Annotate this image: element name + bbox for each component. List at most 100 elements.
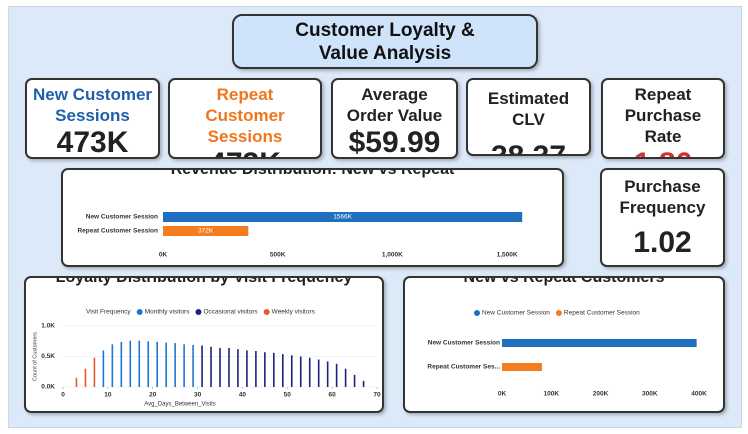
x-tick-label: 60 bbox=[329, 392, 337, 399]
x-tick-label: 50 bbox=[284, 392, 292, 399]
bar bbox=[192, 344, 194, 387]
bar bbox=[246, 350, 248, 387]
kpi-card: Repeat Customer Sessions 473K bbox=[168, 78, 322, 159]
bar bbox=[237, 349, 239, 387]
category-label: New Customer Session bbox=[428, 340, 500, 347]
chart-title: New vs Repeat Customers bbox=[464, 278, 665, 286]
category-label: Repeat Customer Session bbox=[77, 228, 158, 235]
kpi-label: Estimated CLV bbox=[487, 89, 570, 129]
chart-title: Loyalty Distribution by Visit Frequency bbox=[56, 278, 353, 286]
y-axis-label: Count of Customers bbox=[32, 332, 38, 381]
data-label: 372K bbox=[198, 228, 214, 235]
title-card: Customer Loyalty & Value Analysis bbox=[232, 14, 538, 69]
kpi-card: Purchase Frequency 1.02 bbox=[600, 168, 725, 267]
legend-marker bbox=[555, 310, 562, 316]
x-tick-label: 0 bbox=[61, 392, 65, 399]
x-tick-label: 10 bbox=[104, 392, 112, 399]
x-tick-label: 30 bbox=[194, 392, 202, 399]
bar bbox=[344, 368, 347, 387]
bar bbox=[84, 368, 87, 387]
bar bbox=[129, 340, 132, 387]
kpi-label: Average Order Value bbox=[346, 85, 443, 125]
bar bbox=[299, 356, 302, 387]
bar bbox=[210, 346, 212, 387]
bar bbox=[326, 361, 329, 387]
bar bbox=[102, 350, 105, 387]
dashboard-title: Customer Loyalty & Value Analysis bbox=[295, 20, 475, 64]
bar bbox=[120, 341, 123, 387]
y-tick-label: 0.5K bbox=[41, 353, 55, 360]
kpi-value: 473K bbox=[170, 147, 320, 157]
bar bbox=[317, 359, 320, 387]
legend-label: New Customer Session bbox=[482, 310, 550, 317]
bar bbox=[165, 342, 167, 387]
kpi-label: New Customer Sessions bbox=[32, 85, 153, 125]
bar bbox=[502, 339, 697, 347]
bar bbox=[201, 345, 203, 387]
bar bbox=[290, 355, 293, 387]
bar bbox=[502, 363, 542, 371]
bar bbox=[138, 340, 141, 387]
legend-marker bbox=[195, 309, 202, 315]
x-tick-label: 20 bbox=[149, 392, 157, 399]
bar bbox=[255, 351, 257, 387]
category-label: Repeat Customer Ses... bbox=[427, 364, 500, 371]
chart-card: New vs Repeat Customers New Customer Sess… bbox=[403, 276, 725, 413]
legend-label: Weekly visitors bbox=[272, 309, 316, 316]
bar bbox=[308, 357, 311, 387]
bar bbox=[174, 343, 176, 387]
chart-card: Loyalty Distribution by Visit Frequency V… bbox=[24, 276, 384, 413]
kpi-label: Repeat Customer Sessions bbox=[205, 85, 285, 146]
y-tick-label: 1.0K bbox=[41, 323, 55, 330]
legend-label: Monthly visitors bbox=[145, 309, 191, 316]
chart-card: Revenue Distribution: New vs Repeat 0K 500… bbox=[61, 168, 564, 267]
category-label: New Customer Session bbox=[86, 214, 158, 221]
bar bbox=[264, 352, 266, 387]
legend-title: Visit Frequency bbox=[86, 309, 131, 316]
legend-marker bbox=[263, 309, 270, 315]
bar bbox=[156, 341, 158, 387]
legend-marker bbox=[474, 310, 480, 316]
bar bbox=[228, 347, 230, 387]
bar bbox=[93, 357, 96, 387]
bar bbox=[362, 380, 365, 387]
kpi-value: 1.02 bbox=[633, 226, 692, 259]
x-tick-label: 400K bbox=[691, 391, 707, 398]
chart: Loyalty Distribution by Visit Frequency V… bbox=[32, 278, 381, 408]
kpi-card: New Customer Sessions 473K bbox=[25, 78, 160, 159]
bar bbox=[219, 347, 221, 387]
kpi-label: Repeat Purchase Rate bbox=[624, 85, 702, 146]
kpi-card: Average Order Value $59.99 bbox=[331, 78, 458, 159]
x-tick-label: 40 bbox=[239, 392, 247, 399]
chart-title: Revenue Distribution: New vs Repeat bbox=[171, 170, 455, 178]
data-label: 1566K bbox=[333, 214, 352, 221]
bar bbox=[147, 341, 150, 387]
kpi-card: Repeat Purchase Rate 1.86 bbox=[601, 78, 725, 159]
bar bbox=[282, 354, 284, 387]
x-tick-label: 1,000K bbox=[382, 252, 403, 259]
x-tick-label: 100K bbox=[543, 391, 559, 398]
bar bbox=[183, 344, 185, 387]
bar bbox=[335, 363, 338, 387]
kpi-card: Estimated CLV 38.37 bbox=[466, 78, 591, 156]
x-tick-label: 1,500K bbox=[497, 252, 518, 259]
x-tick-label: 0K bbox=[498, 391, 507, 398]
kpi-label: Purchase Frequency bbox=[619, 177, 706, 217]
kpi-value: 38.37 bbox=[468, 140, 589, 154]
chart: New vs Repeat Customers New Customer Sess… bbox=[427, 278, 707, 398]
bar bbox=[111, 344, 114, 387]
legend-label: Occasional visitors bbox=[203, 309, 258, 316]
kpi-value: $59.99 bbox=[348, 126, 441, 159]
legend-label: Repeat Customer Session bbox=[564, 310, 640, 317]
x-tick-label: 500K bbox=[270, 252, 286, 259]
bar bbox=[75, 377, 78, 387]
x-tick-label: 0K bbox=[159, 252, 168, 259]
x-axis-label: Avg_Days_Between_Visits bbox=[144, 402, 216, 408]
chart: Revenue Distribution: New vs Repeat 0K 500… bbox=[77, 170, 523, 259]
bar bbox=[163, 226, 249, 236]
bar bbox=[163, 212, 523, 222]
y-tick-label: 0.0K bbox=[41, 384, 55, 391]
x-tick-label: 200K bbox=[593, 391, 609, 398]
legend-marker bbox=[136, 309, 143, 315]
